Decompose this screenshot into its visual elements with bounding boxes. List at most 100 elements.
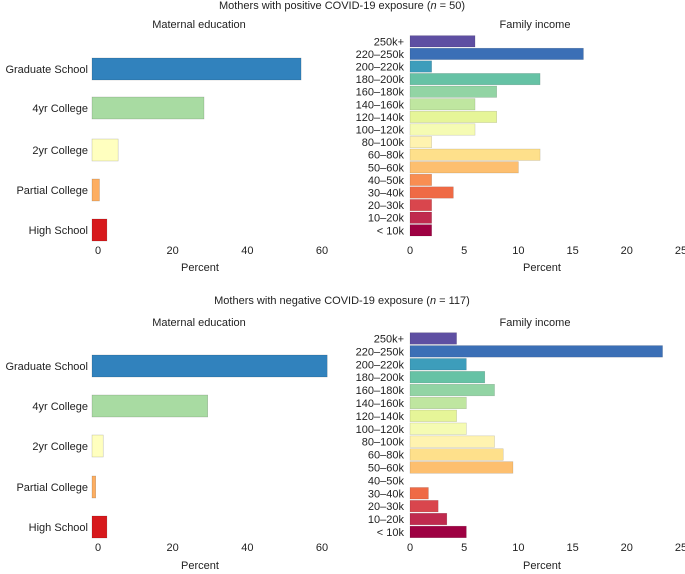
category-label: Partial College — [16, 185, 88, 197]
chart-title: Maternal education — [152, 19, 246, 31]
bar — [409, 396, 467, 409]
category-label: 40–50k — [368, 475, 405, 487]
category-label: 40–50k — [368, 175, 405, 187]
bar — [409, 371, 486, 384]
category-label: 4yr College — [32, 401, 88, 413]
bar — [91, 475, 96, 499]
category-label: 60–80k — [368, 450, 405, 462]
category-label: < 10k — [377, 225, 405, 237]
category-label: 20–30k — [368, 200, 405, 212]
category-label: 50–60k — [368, 162, 405, 174]
tick-label: 5 — [461, 542, 467, 554]
bar — [409, 224, 432, 237]
category-label: High School — [29, 522, 88, 534]
chart-title: Family income — [500, 317, 571, 329]
bar — [91, 394, 208, 418]
category-label: 140–160k — [356, 398, 405, 410]
tick-label: 20 — [621, 542, 633, 554]
bar — [409, 487, 429, 500]
tick-label: 5 — [461, 245, 467, 257]
category-label: 10–20k — [368, 514, 405, 526]
category-label: 30–40k — [368, 188, 405, 200]
category-label: 100–120k — [356, 125, 405, 137]
axis-label: Percent — [181, 262, 219, 274]
bar — [409, 47, 584, 60]
bar — [409, 358, 467, 371]
category-label: 200–220k — [356, 62, 405, 74]
bar — [409, 186, 454, 199]
category-label: Partial College — [16, 482, 88, 494]
tick-label: 60 — [316, 542, 328, 554]
chart-title: Maternal education — [152, 317, 246, 329]
bar — [409, 461, 514, 474]
category-label: 180–200k — [356, 372, 405, 384]
bar — [409, 525, 467, 539]
bar — [91, 434, 104, 458]
bar — [409, 123, 476, 136]
family-income-chart: Family income 250k+220–250k200–220k180–20… — [356, 19, 685, 274]
bar — [409, 173, 432, 186]
tick-label: 40 — [241, 542, 253, 554]
category-label: 200–220k — [356, 359, 405, 371]
tick-label: 20 — [621, 245, 633, 257]
panel-negative: Mothers with negative COVID-19 exposure … — [5, 295, 685, 572]
category-label: 50–60k — [368, 462, 405, 474]
category-label: 30–40k — [368, 488, 405, 500]
category-label: 120–140k — [356, 112, 405, 124]
tick-label: 20 — [167, 542, 179, 554]
axis-label: Percent — [181, 560, 219, 572]
bar — [409, 345, 663, 358]
tick-label: 25 — [675, 542, 685, 554]
bar — [409, 35, 476, 48]
category-label: 80–100k — [362, 137, 405, 149]
bar — [409, 211, 432, 224]
bar — [409, 110, 497, 123]
axis-label: Percent — [523, 560, 561, 572]
bar — [409, 161, 519, 174]
category-label: 120–140k — [356, 411, 405, 423]
tick-label: 0 — [407, 542, 413, 554]
maternal-education-chart: Maternal education Graduate School 4yr Col… — [5, 19, 328, 274]
bar — [409, 384, 495, 397]
category-label: 250k+ — [374, 333, 404, 345]
tick-label: 10 — [512, 542, 524, 554]
tick-label: 40 — [241, 245, 253, 257]
bar — [91, 57, 302, 81]
category-label: 10–20k — [368, 213, 405, 225]
tick-label: 15 — [566, 542, 578, 554]
bar — [409, 148, 541, 161]
bar — [409, 332, 457, 345]
bar — [409, 513, 448, 526]
category-label: High School — [29, 225, 88, 237]
bar — [409, 85, 497, 98]
bar — [409, 448, 504, 461]
category-label: 160–180k — [356, 385, 405, 397]
bar — [409, 60, 432, 73]
panel-positive: Mothers with positive COVID-19 exposure … — [5, 0, 685, 274]
tick-label: 0 — [95, 542, 101, 554]
panel-title: Mothers with negative COVID-19 exposure … — [214, 295, 470, 307]
category-label: Graduate School — [5, 361, 88, 373]
tick-label: 20 — [167, 245, 179, 257]
category-label: 160–180k — [356, 87, 405, 99]
bar — [409, 500, 439, 513]
category-label: 20–30k — [368, 501, 405, 513]
bar — [91, 515, 108, 539]
category-label: 250k+ — [374, 36, 404, 48]
category-label: 4yr College — [32, 103, 88, 115]
maternal-education-chart: Maternal education Graduate School 4yr Col… — [5, 317, 328, 572]
tick-label: 25 — [675, 245, 685, 257]
bar — [409, 98, 476, 111]
category-label: 80–100k — [362, 437, 405, 449]
tick-label: 15 — [566, 245, 578, 257]
tick-label: 0 — [95, 245, 101, 257]
panel-title: Mothers with positive COVID-19 exposure … — [219, 0, 465, 12]
category-label: 140–160k — [356, 99, 405, 111]
bar — [409, 136, 432, 149]
category-label: 100–120k — [356, 424, 405, 436]
bar — [91, 96, 205, 120]
category-label: 180–200k — [356, 74, 405, 86]
bar — [91, 218, 108, 242]
tick-label: 0 — [407, 245, 413, 257]
